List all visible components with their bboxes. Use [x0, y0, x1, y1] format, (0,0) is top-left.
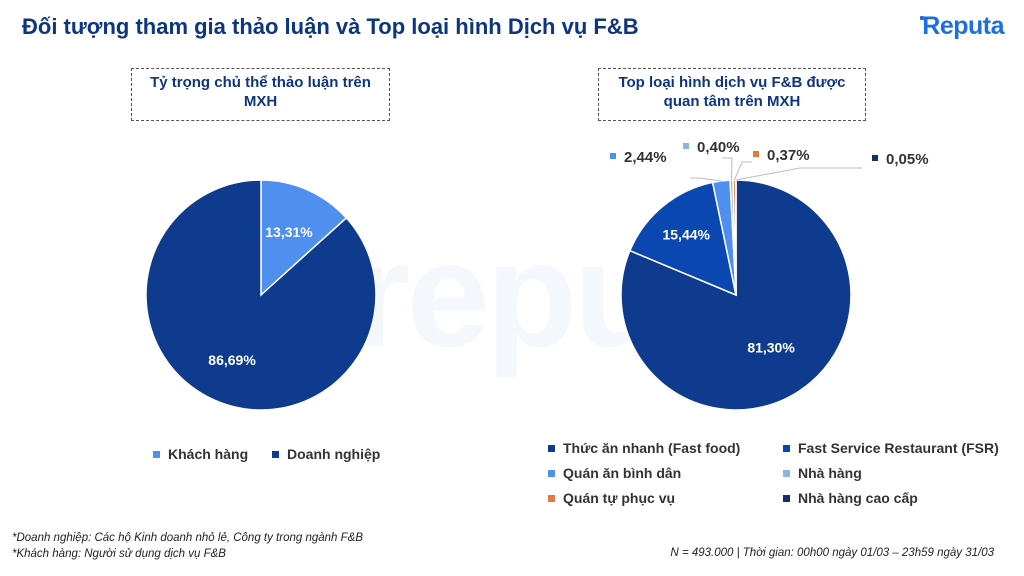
source-note: N = 493.000 | Thời gian: 00h00 ngày 01/0…	[670, 547, 994, 559]
legend-label: Quán ăn bình dân	[563, 465, 682, 481]
chart2-title: Top loại hình dịch vụ F&B được quan tâm …	[618, 74, 846, 110]
legend-swatch	[548, 494, 555, 502]
slice-label: 0,05%	[886, 151, 929, 168]
legend-label: Khách hàng	[168, 446, 249, 462]
pie-slice	[620, 179, 852, 411]
footnote-khach-hang: *Khách hàng: Người sử dụng dịch vụ F&B	[12, 548, 226, 560]
leader-line	[690, 177, 722, 182]
slice-label: 13,31%	[265, 224, 313, 240]
legend-swatch	[783, 469, 790, 477]
leader-line	[722, 157, 733, 181]
slice-label: 15,44%	[662, 227, 710, 243]
page-title: Đối tượng tham gia thảo luận và Top loại…	[22, 14, 639, 39]
chart1-title-box: Tỷ trọng chủ thể thảo luận trên MXH	[131, 68, 390, 121]
footnote-doanh-nghiep: *Doanh nghiệp: Các hộ Kinh doanh nhỏ lẻ,…	[12, 532, 363, 544]
legend-swatch	[153, 450, 160, 458]
legend-label: Doanh nghiệp	[287, 446, 381, 462]
pie-slice	[145, 179, 377, 411]
label-swatch	[872, 155, 878, 161]
footnotes: *Doanh nghiệp: Các hộ Kinh doanh nhỏ lẻ,…	[12, 530, 363, 562]
legend-item-binh-dan: Quán ăn bình dân	[548, 465, 681, 481]
slice-label: 81,30%	[747, 340, 795, 356]
leader-line	[733, 161, 752, 181]
pie-slice	[628, 181, 738, 297]
legend-label: Nhà hàng	[798, 465, 862, 481]
slice-label: 0,37%	[767, 147, 810, 164]
legend-label: Quán tự phục vụ	[563, 490, 676, 506]
legend-item-khach-hang: Khách hàng	[153, 446, 248, 462]
label-swatch	[683, 143, 689, 149]
legend-item-cao-cap: Nhà hàng cao cấp	[783, 490, 918, 506]
legend-swatch	[548, 444, 555, 452]
label-swatch	[753, 151, 759, 157]
legend-item-nha-hang: Nhà hàng	[783, 465, 862, 481]
legend-swatch	[548, 469, 555, 477]
label-swatch	[610, 153, 616, 159]
legend-swatch	[783, 444, 790, 452]
legend-label: Nhà hàng cao cấp	[798, 490, 918, 506]
pie-chart-fnb-types: 81,30% 15,44% 2,44% 0,40% 0,37% 0,05%	[610, 139, 929, 411]
legend-item-tu-phuc-vu: Quán tự phục vụ	[548, 490, 675, 506]
legend-label: Thức ăn nhanh (Fast food)	[563, 440, 741, 456]
legend-swatch	[272, 450, 279, 458]
logo-text: Reputa	[922, 12, 1004, 40]
slice-label: 0,40%	[697, 139, 740, 156]
legend-item-fsr: Fast Service Restaurant (FSR)	[783, 440, 999, 456]
slice-label: 86,69%	[208, 352, 256, 368]
legend-swatch	[783, 494, 790, 502]
reputa-logo: Reputa	[920, 12, 1004, 41]
pie-slice	[260, 179, 348, 297]
pie-chart-subjects: 13,31% 86,69%	[145, 179, 377, 411]
legend-item-fast-food: Thức ăn nhanh (Fast food)	[548, 440, 740, 456]
legend-label: Fast Service Restaurant (FSR)	[798, 440, 999, 456]
leader-line	[735, 167, 862, 181]
legend-item-doanh-nghiep: Doanh nghiệp	[272, 446, 380, 462]
chart1-title: Tỷ trọng chủ thể thảo luận trên MXH	[150, 74, 371, 110]
chart2-title-box: Top loại hình dịch vụ F&B được quan tâm …	[598, 68, 866, 121]
slice-label: 2,44%	[624, 149, 667, 166]
